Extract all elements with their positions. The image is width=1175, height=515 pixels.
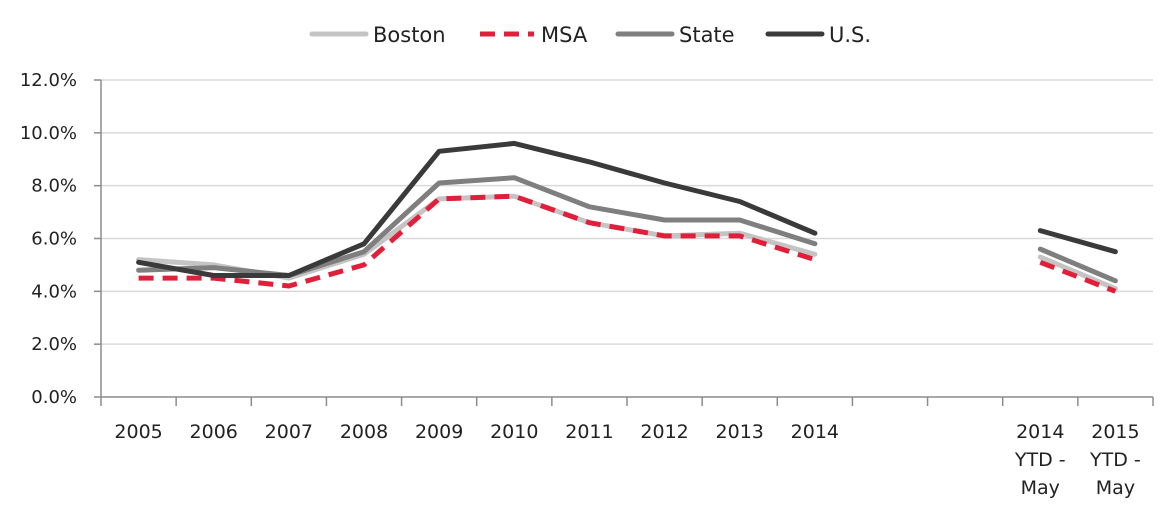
series-lines — [136, 140, 1118, 294]
legend: Boston MSA State U.S. — [309, 23, 871, 47]
y-tick-label: 6.0% — [31, 229, 77, 250]
x-tick-label: 2007 — [265, 421, 313, 443]
x-tick-label: 2011 — [565, 421, 613, 443]
series-line-u-s — [1037, 228, 1118, 255]
legend-label: State — [679, 23, 735, 47]
y-tick-label: 4.0% — [31, 281, 77, 302]
series-line-boston — [1037, 254, 1118, 292]
x-axis-ticks: 2005 2006 2007 2008 2009 2010 2011 2012 2013 2014… — [114, 421, 1140, 499]
y-tick-label: 8.0% — [31, 176, 77, 197]
legend-label: Boston — [373, 23, 446, 47]
series-line-state — [1037, 246, 1118, 284]
axes — [94, 79, 1154, 406]
y-tick-label: 12.0% — [20, 70, 77, 91]
x-tick-label: 2008 — [340, 421, 388, 443]
series-line-u-s — [136, 140, 818, 278]
x-tick-label: 2009 — [415, 421, 463, 443]
x-tick-label: 2012 — [640, 421, 688, 443]
x-tick-label: 2014 — [791, 421, 839, 443]
x-tick-label: 2006 — [190, 421, 238, 443]
x-tick-label: 2014 YTD -May — [1014, 421, 1066, 499]
y-axis-ticks: 0.0% 2.0% 4.0% 6.0% 8.0% 10.0% 12.0% — [20, 70, 77, 408]
series-line-msa — [138, 193, 816, 289]
x-tick-label: 2013 — [716, 421, 764, 443]
gridlines — [101, 79, 1153, 345]
legend-label: U.S. — [829, 23, 871, 47]
x-tick-label: 2015 YTD -May — [1089, 421, 1141, 499]
series-line-state — [136, 175, 818, 278]
y-tick-label: 10.0% — [20, 123, 77, 144]
x-tick-label: 2005 — [114, 421, 162, 443]
y-tick-label: 0.0% — [31, 387, 77, 408]
y-tick-label: 2.0% — [31, 334, 77, 355]
legend-label: MSA — [541, 23, 588, 47]
x-tick-label: 2010 — [490, 421, 538, 443]
series-line-msa — [1039, 259, 1117, 294]
